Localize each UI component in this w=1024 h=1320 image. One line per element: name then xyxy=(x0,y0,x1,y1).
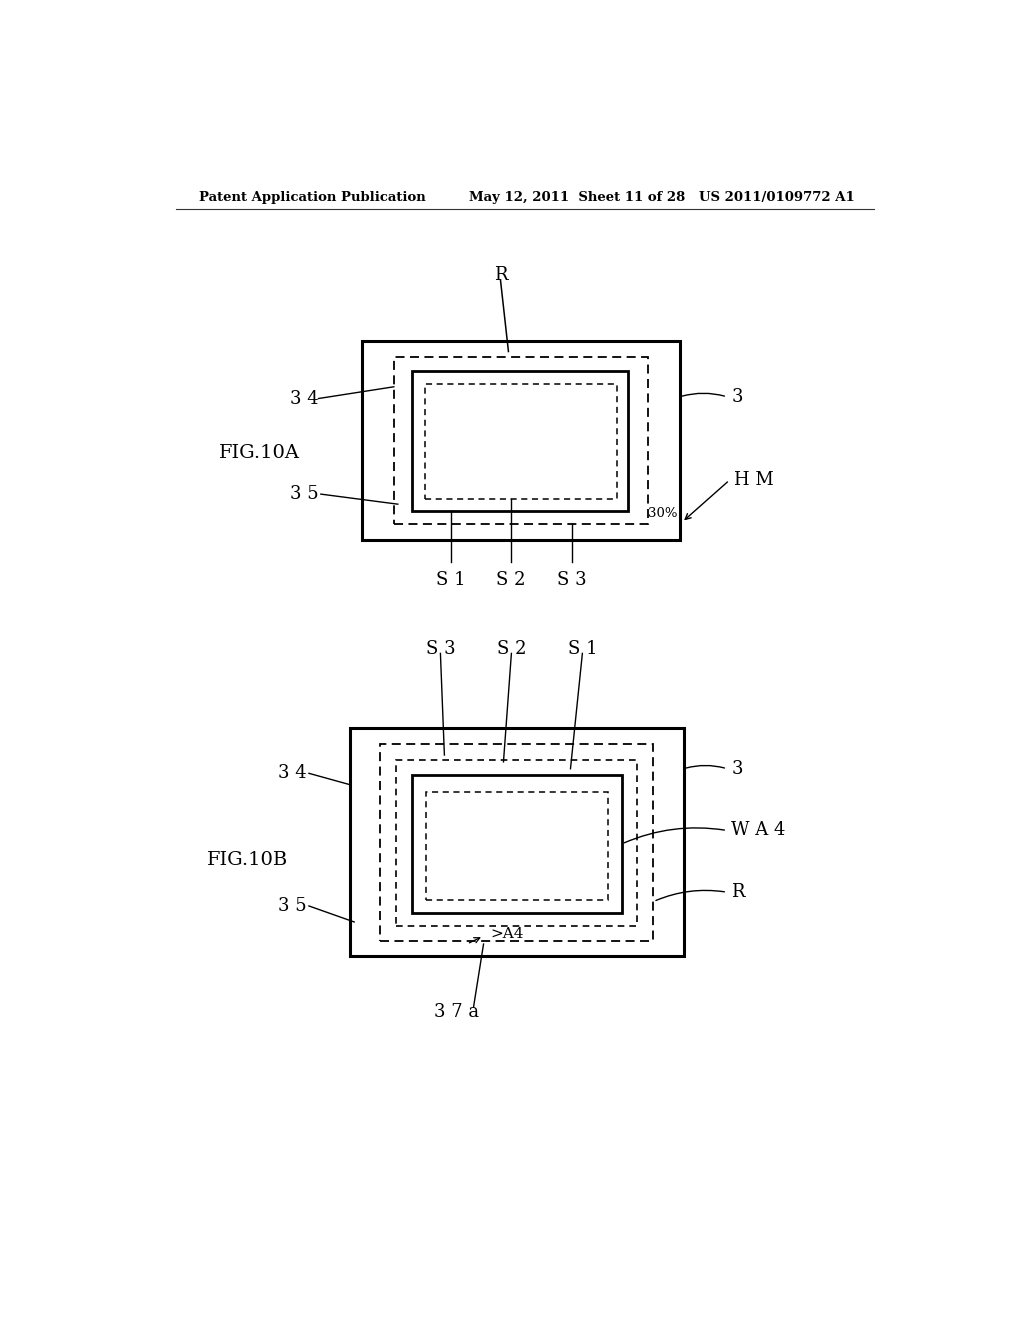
Text: S 1: S 1 xyxy=(436,572,466,589)
Text: S 1: S 1 xyxy=(567,640,597,659)
Bar xyxy=(350,727,684,956)
Text: 3 7 a: 3 7 a xyxy=(433,1003,478,1022)
Text: >A4: >A4 xyxy=(490,927,523,941)
Text: 3: 3 xyxy=(731,760,742,777)
Text: S 3: S 3 xyxy=(426,640,456,659)
Text: Patent Application Publication: Patent Application Publication xyxy=(200,190,426,203)
Text: 3 4: 3 4 xyxy=(278,764,306,783)
Text: 30%: 30% xyxy=(648,507,678,520)
Bar xyxy=(394,356,648,524)
Text: R: R xyxy=(731,883,744,902)
Bar xyxy=(412,371,628,511)
Text: W A 4: W A 4 xyxy=(731,821,785,840)
Text: S 2: S 2 xyxy=(497,640,526,659)
Text: 3: 3 xyxy=(731,388,742,405)
Text: 3 5: 3 5 xyxy=(290,486,318,503)
Text: 3 5: 3 5 xyxy=(278,898,306,915)
Text: R: R xyxy=(494,267,507,284)
Text: US 2011/0109772 A1: US 2011/0109772 A1 xyxy=(699,190,855,203)
Text: FIG.10A: FIG.10A xyxy=(219,444,300,462)
Text: S 3: S 3 xyxy=(557,572,587,589)
Text: 3 4: 3 4 xyxy=(290,389,318,408)
Text: H M: H M xyxy=(733,471,773,490)
Bar xyxy=(380,744,653,941)
Bar xyxy=(362,342,680,540)
Text: May 12, 2011  Sheet 11 of 28: May 12, 2011 Sheet 11 of 28 xyxy=(469,190,685,203)
Bar xyxy=(426,792,608,900)
Bar xyxy=(425,384,616,499)
Bar xyxy=(396,760,638,925)
Text: S 2: S 2 xyxy=(497,572,526,589)
Text: FIG.10B: FIG.10B xyxy=(207,850,289,869)
Bar xyxy=(412,775,622,912)
